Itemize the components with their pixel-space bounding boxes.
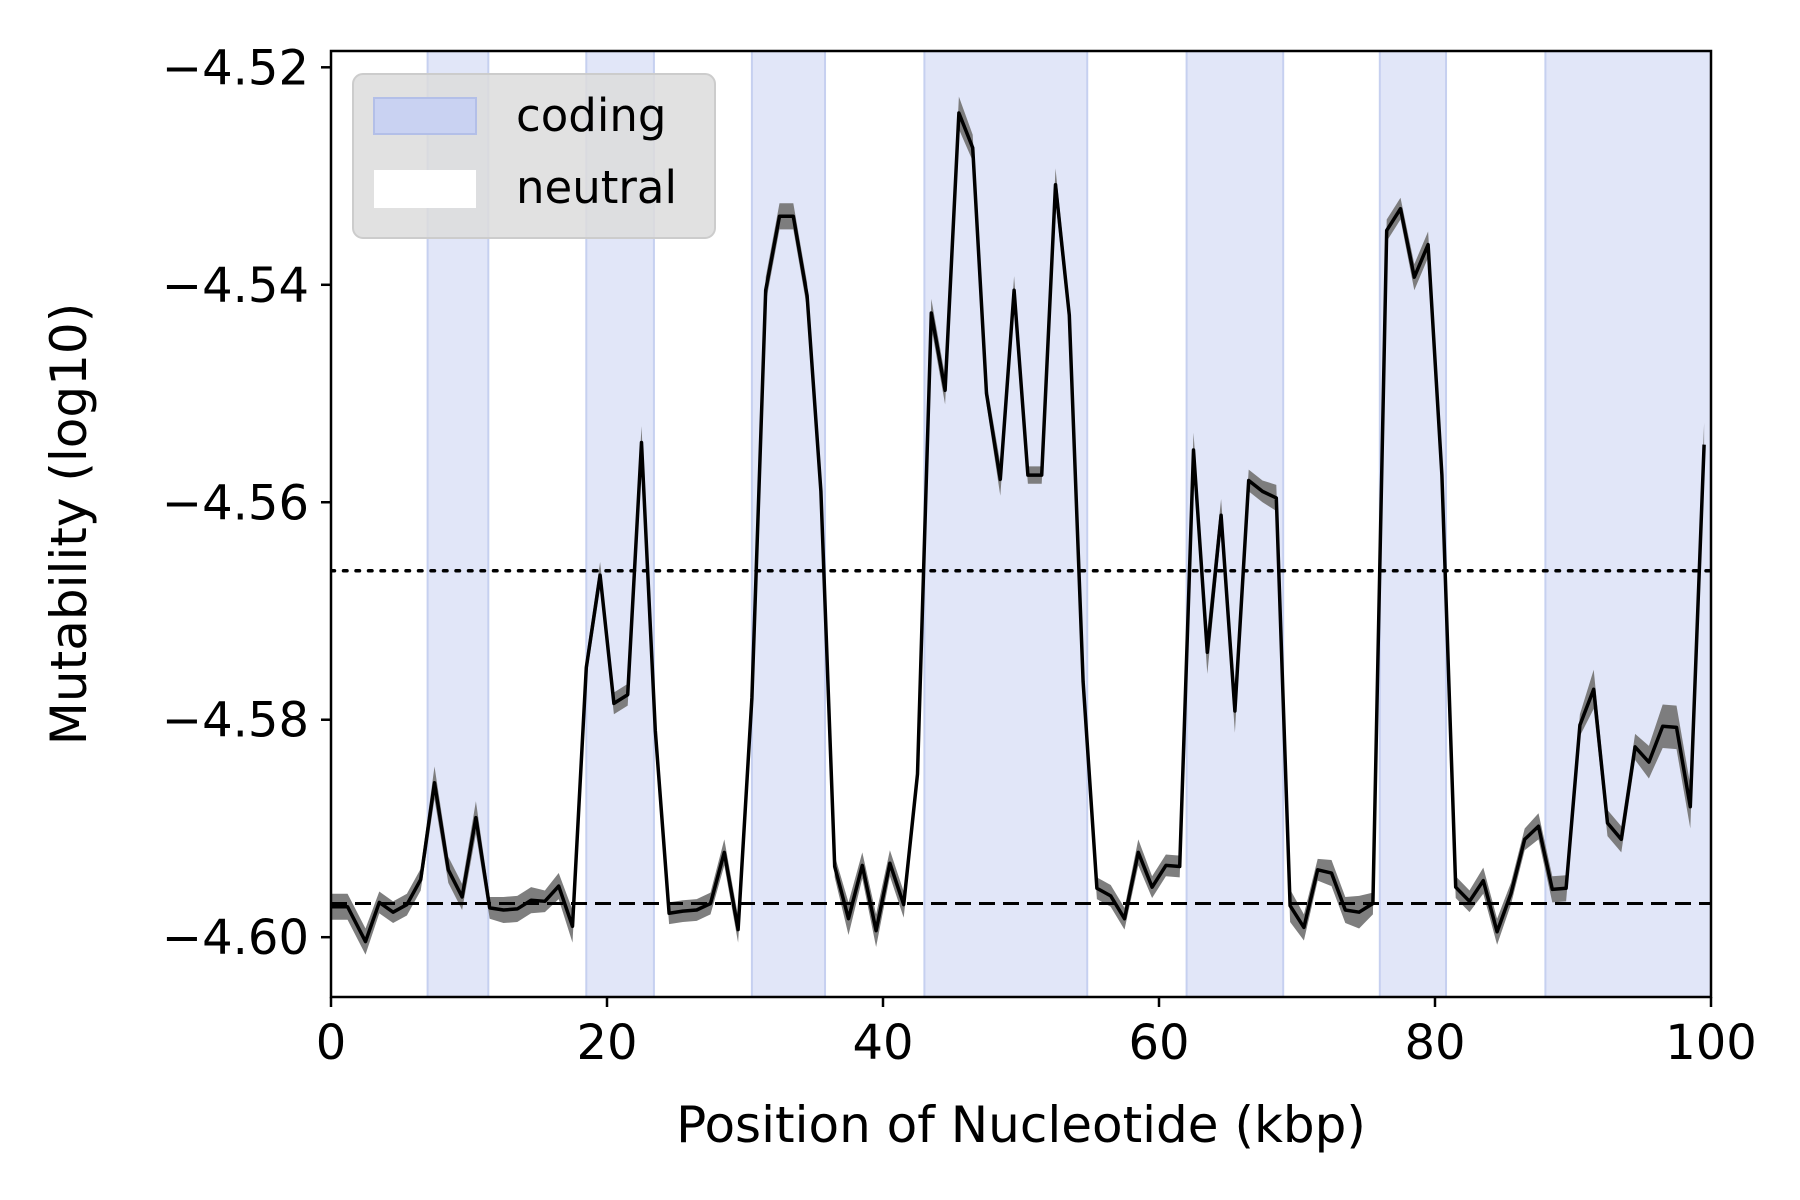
mutability-series [331,111,1706,944]
mutability-line [331,111,1706,944]
y-tick-label: −4.54 [162,258,309,314]
legend-label-neutral: neutral [516,161,677,214]
coding-region-6 [1378,51,1448,997]
coding-region-4 [923,51,1089,997]
coding-regions [426,51,1711,997]
legend-swatch-neutral [374,170,476,208]
x-tick-label: 100 [1665,1015,1757,1071]
legend-swatch-coding [373,97,477,135]
x-tick-label: 80 [1404,1015,1465,1071]
y-tick-label: −4.58 [162,693,309,749]
coding-region-7 [1544,51,1711,997]
x-tick-label: 20 [576,1015,637,1071]
x-axis-label: Position of Nucleotide (kbp) [676,1096,1366,1154]
y-axis-label: Mutability (log10) [40,303,98,745]
y-tick-label: −4.56 [162,475,309,531]
x-axis: 0 20 40 60 80 100 [316,997,1757,1071]
y-axis: −4.52 −4.54 −4.56 −4.58 −4.60 [162,40,331,966]
x-tick-label: 40 [852,1015,913,1071]
plot-frame [329,49,1713,999]
coding-region-3 [750,51,827,997]
x-tick-label: 60 [1128,1015,1189,1071]
y-tick-label: −4.52 [162,40,309,96]
y-tick-label: −4.60 [162,910,309,966]
x-tick-label: 0 [316,1015,347,1071]
reference-lines [331,569,1711,905]
coding-region-5 [1185,51,1285,997]
legend: coding neutral [352,73,716,239]
legend-label-coding: coding [516,89,666,142]
